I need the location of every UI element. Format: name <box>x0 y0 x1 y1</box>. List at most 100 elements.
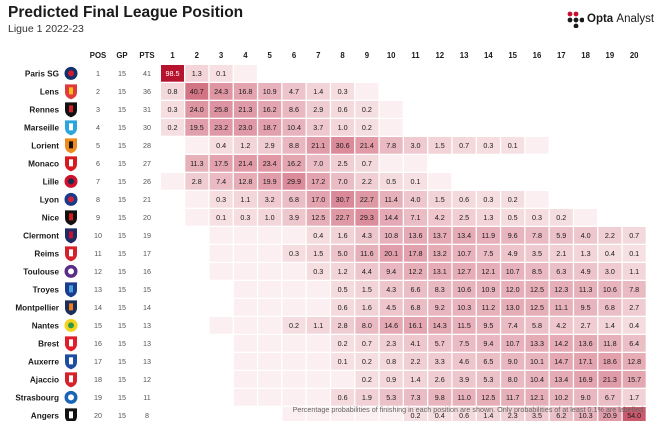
prob-label: 0.2 <box>411 411 421 420</box>
prob-label: 1.6 <box>338 231 348 240</box>
prob-label: 0.3 <box>483 195 493 204</box>
prob-label: 10.4 <box>287 123 301 132</box>
prob-label: 0.6 <box>338 105 348 114</box>
prob-cell <box>598 353 622 370</box>
team-stat-gp: 15 <box>118 321 126 330</box>
prob-cell <box>452 335 476 352</box>
prob-label: 1.2 <box>338 267 348 276</box>
team-stat-pts: 13 <box>143 321 151 330</box>
team-stat-pos: 20 <box>94 411 102 420</box>
monaco-badge-icon-inner <box>69 159 73 167</box>
prob-cell <box>574 371 598 388</box>
chart-title: Predicted Final League Position <box>8 4 244 21</box>
prob-label: 17.0 <box>311 195 325 204</box>
prob-cell <box>379 371 403 388</box>
prob-cell <box>549 281 573 298</box>
prob-cell <box>525 371 549 388</box>
prob-label: 13.4 <box>457 231 471 240</box>
prob-cell <box>306 137 330 154</box>
team-stat-pos: 17 <box>94 357 102 366</box>
prob-label: 6.8 <box>605 303 615 312</box>
prob-cell <box>306 209 330 226</box>
prob-cell <box>598 281 622 298</box>
marseille-badge-icon-inner <box>69 123 73 131</box>
prob-cell <box>355 371 379 388</box>
prob-label: 1.1 <box>240 195 250 204</box>
lille-badge-icon-inner <box>68 178 74 185</box>
prob-label: 0.4 <box>435 411 445 420</box>
prob-label: 10.3 <box>457 303 471 312</box>
prob-cell-empty <box>379 407 403 421</box>
prob-label: 29.3 <box>360 213 374 222</box>
prob-label: 12.5 <box>311 213 325 222</box>
prob-cell <box>306 245 330 262</box>
prob-label: 1.5 <box>435 141 445 150</box>
prob-label: 10.1 <box>530 357 544 366</box>
prob-label: 0.8 <box>168 87 178 96</box>
prob-label: 0.9 <box>386 375 396 384</box>
prob-cell <box>452 245 476 262</box>
prob-label: 0.1 <box>216 213 226 222</box>
prob-label: 22.7 <box>360 195 374 204</box>
prob-label: 13.6 <box>579 339 593 348</box>
prob-cell-empty <box>404 155 427 172</box>
team-stat-pos: 16 <box>94 339 102 348</box>
prob-label: 6.8 <box>289 195 299 204</box>
prob-cell <box>549 227 573 244</box>
chart-subtitle: Ligue 1 2022-23 <box>8 23 84 35</box>
prob-label: 5.3 <box>483 375 493 384</box>
prob-cell <box>476 389 500 406</box>
prob-cell <box>185 173 209 190</box>
prob-cell <box>404 227 427 244</box>
prob-label: 0.2 <box>289 321 299 330</box>
prob-label: 8.0 <box>362 321 372 330</box>
prob-label: 19.5 <box>190 123 204 132</box>
prob-cell-empty <box>233 371 257 388</box>
prob-label: 24.0 <box>190 105 204 114</box>
strasbourg-badge-icon-inner <box>68 394 74 401</box>
prob-cell <box>476 371 500 388</box>
prob-cell <box>355 335 379 352</box>
prob-cell <box>379 317 403 334</box>
reims-badge-icon-inner <box>69 249 73 257</box>
prob-label: 0.1 <box>411 177 421 186</box>
prob-cell-empty <box>258 227 282 244</box>
prob-label: 0.7 <box>459 141 469 150</box>
prob-label: 4.2 <box>435 213 445 222</box>
prob-label: 4.9 <box>508 249 518 258</box>
team-stat-pts: 19 <box>143 231 151 240</box>
team-stat-gp: 15 <box>118 123 126 132</box>
prob-cell <box>428 389 452 406</box>
prob-label: 4.4 <box>362 267 372 276</box>
position-header-16: 16 <box>533 51 542 60</box>
prob-cell <box>209 191 233 208</box>
prob-cell-empty <box>233 335 257 352</box>
prob-cell <box>622 299 646 316</box>
prob-cell <box>355 317 379 334</box>
prob-cell <box>185 119 209 136</box>
prob-cell <box>379 389 403 406</box>
team-stat-pos: 3 <box>96 105 100 114</box>
prob-label: 7.5 <box>483 249 493 258</box>
prob-label: 1.0 <box>265 213 275 222</box>
prob-cell <box>574 263 598 280</box>
prob-cell <box>549 389 573 406</box>
prob-label: 5.9 <box>556 231 566 240</box>
prob-cell <box>306 191 330 208</box>
prob-cell <box>549 263 573 280</box>
position-header-6: 6 <box>292 51 297 60</box>
prob-label: 10.9 <box>263 87 277 96</box>
prob-cell <box>525 227 549 244</box>
prob-cell <box>404 137 427 154</box>
prob-cell <box>525 245 549 262</box>
prob-label: 4.2 <box>556 321 566 330</box>
prob-cell <box>428 335 452 352</box>
prob-label: 12.5 <box>530 303 544 312</box>
prob-cell <box>525 281 549 298</box>
angers-badge-icon-inner <box>69 411 73 419</box>
prob-cell <box>185 101 209 118</box>
prob-label: 0.3 <box>216 195 226 204</box>
prob-cell <box>379 353 403 370</box>
prob-label: 18.7 <box>263 123 277 132</box>
stat-header-pts: PTS <box>139 51 154 60</box>
